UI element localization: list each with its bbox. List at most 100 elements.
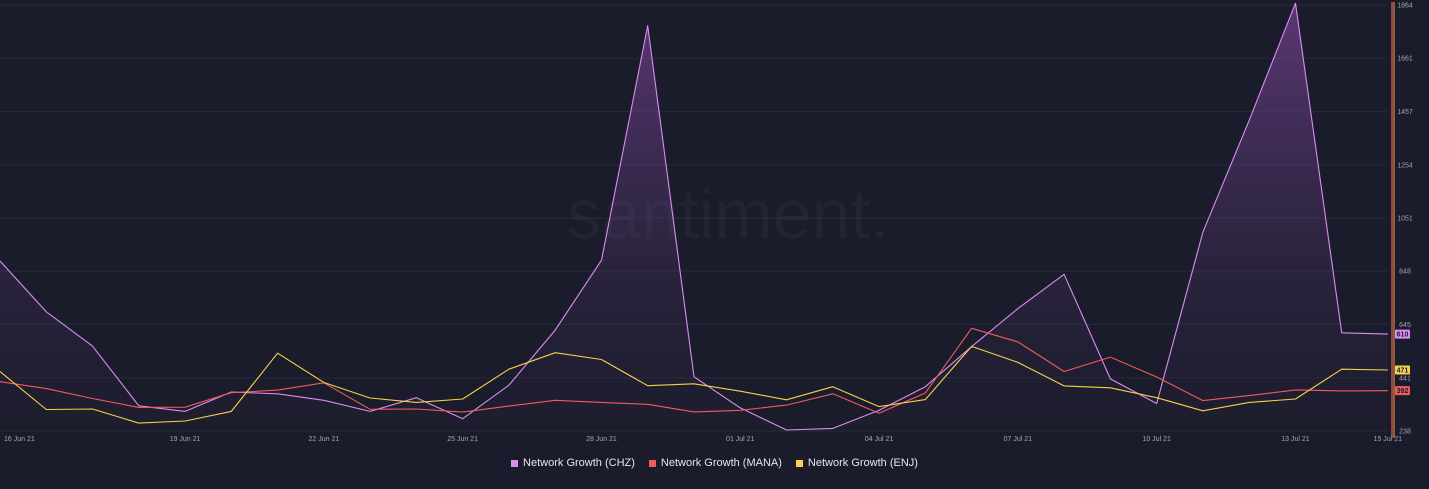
data-point-mana [1248,394,1250,396]
data-point-chz [785,429,787,431]
data-point-chz [1202,231,1204,233]
badge-bg-enj [1395,365,1410,375]
data-point-mana [1341,390,1343,392]
data-point-chz [508,384,510,386]
y-tick-label: 1051 [1397,216,1413,223]
data-point-enj [415,401,417,403]
y-tick-label: 441 [1399,375,1411,382]
legend-label-chz: Network Growth (CHZ) [523,457,635,469]
data-point-enj [462,398,464,400]
x-tick-label: 19 Jun 21 [170,436,201,443]
y-tick-label: 1661 [1397,56,1413,63]
data-point-enj [970,345,972,347]
data-point-enj [1341,368,1343,370]
y-tick-label: 645 [1399,322,1411,329]
data-point-chz [1294,2,1296,4]
legend-swatch-enj [795,459,803,467]
data-point-mana [1202,399,1204,401]
data-point-chz [415,397,417,399]
x-tick-label: 04 Jul 21 [865,436,894,443]
data-point-enj [1202,410,1204,412]
data-point-enj [1017,361,1019,363]
data-point-enj [832,386,834,388]
data-point-mana [1063,370,1065,372]
data-point-enj [554,352,556,354]
badge-value-enj: 471 [1397,367,1409,374]
data-point-mana [1109,356,1111,358]
data-point-chz [45,311,47,313]
data-point-mana [45,387,47,389]
data-point-mana [1156,376,1158,378]
data-point-enj [600,358,602,360]
data-point-mana [693,411,695,413]
x-tick-label: 28 Jun 21 [586,436,617,443]
data-point-enj [1156,397,1158,399]
data-point-chz [554,329,556,331]
data-point-enj [878,405,880,407]
legend: Network Growth (CHZ) Network Growth (MAN… [0,457,1429,469]
legend-item-enj[interactable]: Network Growth (ENJ) [795,457,918,469]
x-tick-label: 15 Jul 21 [1374,436,1403,443]
data-point-chz [924,386,926,388]
x-tick-label: 16 Jun 21 [4,436,35,443]
data-point-enj [138,422,140,424]
data-point-enj [1063,385,1065,387]
data-point-mana [462,411,464,413]
badge-bg-mana [1395,386,1410,396]
legend-label-mana: Network Growth (MANA) [660,457,782,469]
badge-bg-chz [1395,329,1410,339]
data-point-chz [1341,332,1343,334]
data-point-enj [785,399,787,401]
data-point-enj [1294,398,1296,400]
data-point-enj [230,410,232,412]
data-point-mana [832,393,834,395]
data-point-chz [832,427,834,429]
data-point-enj [508,368,510,370]
data-point-enj [647,385,649,387]
data-point-chz [600,259,602,261]
data-point-mana [1387,390,1389,392]
data-point-chz [276,393,278,395]
last-value-badge-enj: 471 [1395,365,1410,375]
x-tick-label: 10 Jul 21 [1142,436,1171,443]
data-point-mana [276,389,278,391]
x-tick-label: 22 Jun 21 [308,436,339,443]
data-point-mana [785,404,787,406]
data-point-enj [924,398,926,400]
data-point-enj [693,383,695,385]
legend-label-enj: Network Growth (ENJ) [807,457,918,469]
data-point-chz [1109,378,1111,380]
data-point-mana [184,406,186,408]
x-axis: 16 Jun 21 19 Jun 21 22 Jun 21 25 Jun 21 28 J… [4,436,1402,443]
data-point-enj [276,352,278,354]
legend-swatch-mana [648,459,656,467]
data-point-mana [970,327,972,329]
series-line-mana [0,327,1389,414]
data-point-chz [1387,333,1389,335]
data-point-chz [1017,307,1019,309]
y-tick-label: 1864 [1397,3,1413,10]
data-point-enj [1109,387,1111,389]
data-point-enj [323,381,325,383]
data-point-enj [45,408,47,410]
badge-value-chz: 610 [1397,332,1409,339]
data-point-enj [739,390,741,392]
y-tick-label: 238 [1399,429,1411,436]
data-point-chz [369,410,371,412]
legend-item-chz[interactable]: Network Growth (CHZ) [511,457,635,469]
legend-item-mana[interactable]: Network Growth (MANA) [648,457,782,469]
data-point-chz [1248,119,1250,121]
x-tick-label: 25 Jun 21 [447,436,478,443]
data-point-enj [1248,401,1250,403]
series-area-chz [0,3,1388,431]
data-point-mana [878,412,880,414]
data-point-enj [1387,369,1389,371]
data-point-mana [1017,341,1019,343]
data-point-chz [1063,273,1065,275]
y-tick-label: 848 [1399,269,1411,276]
data-point-chz [1156,402,1158,404]
data-point-mana [647,403,649,405]
data-point-chz [91,345,93,347]
